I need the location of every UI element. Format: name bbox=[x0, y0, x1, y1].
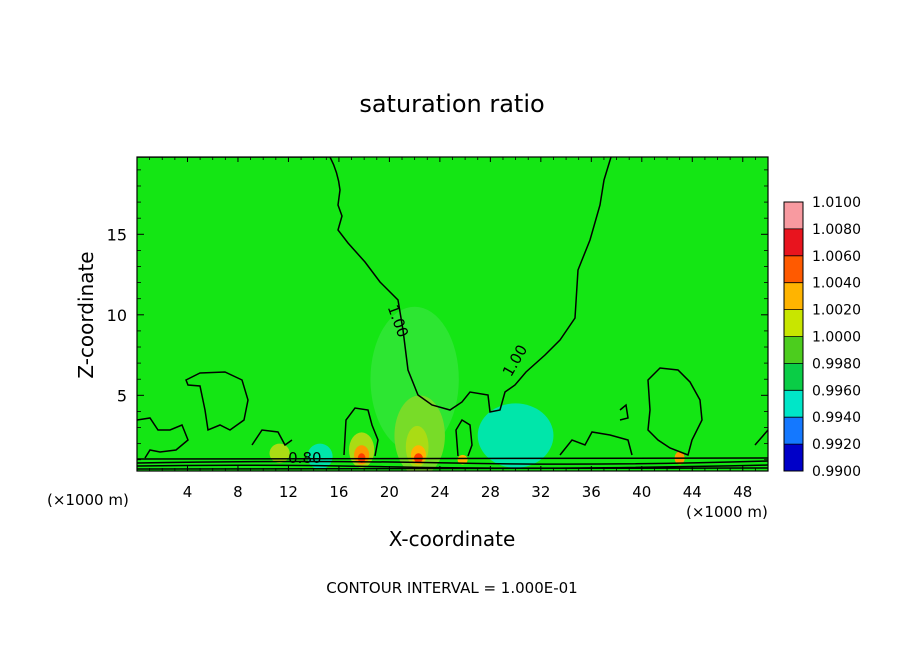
y-tick-label-15: 15 bbox=[107, 225, 127, 244]
colorbar-swatch-5 bbox=[784, 336, 803, 364]
contour-interval-note: CONTOUR INTERVAL = 1.000E-01 bbox=[326, 579, 577, 597]
colorbar-swatch-3 bbox=[784, 282, 803, 310]
colorbar-swatch-7 bbox=[784, 390, 803, 418]
x-tick-label-4: 4 bbox=[183, 483, 193, 501]
y-ticks: 5 10 15 bbox=[107, 169, 768, 461]
y-axis-label: Z-coordinate bbox=[74, 251, 98, 378]
colorbar-swatch-9 bbox=[784, 444, 803, 471]
colorbar-swatch-1 bbox=[784, 228, 803, 256]
colorbar-label-8: 0.9940 bbox=[812, 410, 861, 426]
colorbar-label-9: 0.9920 bbox=[812, 437, 861, 453]
contour-label-2: 0.80 bbox=[288, 449, 321, 467]
field-region-12 bbox=[269, 443, 290, 463]
y-tick-label-10: 10 bbox=[107, 306, 127, 325]
colorbar-label-7: 0.9960 bbox=[812, 383, 861, 399]
contour-line-low-4 bbox=[559, 431, 633, 456]
contour-line-main bbox=[137, 157, 612, 413]
colorbar-swatch-2 bbox=[784, 255, 803, 283]
colorbar-swatch-6 bbox=[784, 363, 803, 391]
field-regions bbox=[269, 306, 685, 471]
x-tick-label-40: 40 bbox=[632, 483, 651, 501]
x-tick-label-16: 16 bbox=[329, 483, 348, 501]
colorbar-swatch-4 bbox=[784, 309, 803, 337]
colorbar-label-2: 1.0060 bbox=[812, 249, 861, 265]
x-tick-label-32: 32 bbox=[531, 483, 550, 501]
field-region-4 bbox=[307, 443, 333, 470]
x-tick-label-36: 36 bbox=[582, 483, 601, 501]
colorbar-label-10: 0.9900 bbox=[812, 464, 861, 480]
colorbar-label-3: 1.0040 bbox=[812, 276, 861, 292]
x-tick-label-20: 20 bbox=[380, 483, 399, 501]
colorbar-label-0: 1.0100 bbox=[812, 195, 861, 211]
x-unit-label-left: (×1000 m) bbox=[47, 491, 129, 509]
x-tick-label-8: 8 bbox=[233, 483, 243, 501]
x-tick-label-48: 48 bbox=[733, 483, 752, 501]
plot-area: 1.001.000.80 4 8 12 16 20 24 28 32 36 40 44 48 5101… bbox=[107, 156, 769, 501]
colorbar-label-5: 1.0000 bbox=[812, 330, 861, 346]
contour-line-low-7 bbox=[754, 429, 768, 446]
x-axis-label: X-coordinate bbox=[389, 527, 516, 551]
colorbar-label-1: 1.0080 bbox=[812, 222, 861, 238]
x-tick-label-24: 24 bbox=[430, 483, 449, 501]
contour-line-low-2 bbox=[343, 407, 379, 457]
contour-line-surface-3 bbox=[137, 464, 768, 469]
colorbar-swatch-8 bbox=[784, 417, 803, 445]
field-background bbox=[137, 157, 768, 471]
contour-line-low-6 bbox=[619, 403, 629, 421]
x-tick-label-44: 44 bbox=[683, 483, 702, 501]
x-ticks: 4 8 12 16 20 24 28 32 36 40 44 48 bbox=[149, 157, 756, 501]
colorbar-label-6: 0.9980 bbox=[812, 356, 861, 372]
contour-line-right-cell bbox=[647, 367, 703, 457]
colorbar: 1.0100 1.0080 1.0060 1.0040 1.0020 1.0000 0.99… bbox=[783, 195, 861, 480]
contour-line-low-1 bbox=[137, 417, 189, 459]
y-tick-label-5: 5 bbox=[117, 386, 127, 405]
x-tick-label-28: 28 bbox=[481, 483, 500, 501]
x-unit-label-right: (×1000 m) bbox=[686, 503, 768, 521]
field-region-10 bbox=[457, 454, 468, 465]
x-tick-label-12: 12 bbox=[279, 483, 298, 501]
contour-lines bbox=[137, 157, 768, 470]
field-region-3 bbox=[477, 403, 554, 468]
colorbar-label-4: 1.0020 bbox=[812, 303, 861, 319]
contour-line-low-5 bbox=[251, 429, 293, 447]
contour-line-left-cell bbox=[185, 371, 249, 432]
chart-title: saturation ratio bbox=[359, 90, 544, 118]
contour-line-surface-1 bbox=[137, 457, 768, 460]
colorbar-swatch-0 bbox=[784, 202, 803, 229]
contour-line-low-3 bbox=[455, 418, 473, 457]
contour-line-surface-2 bbox=[137, 460, 768, 465]
